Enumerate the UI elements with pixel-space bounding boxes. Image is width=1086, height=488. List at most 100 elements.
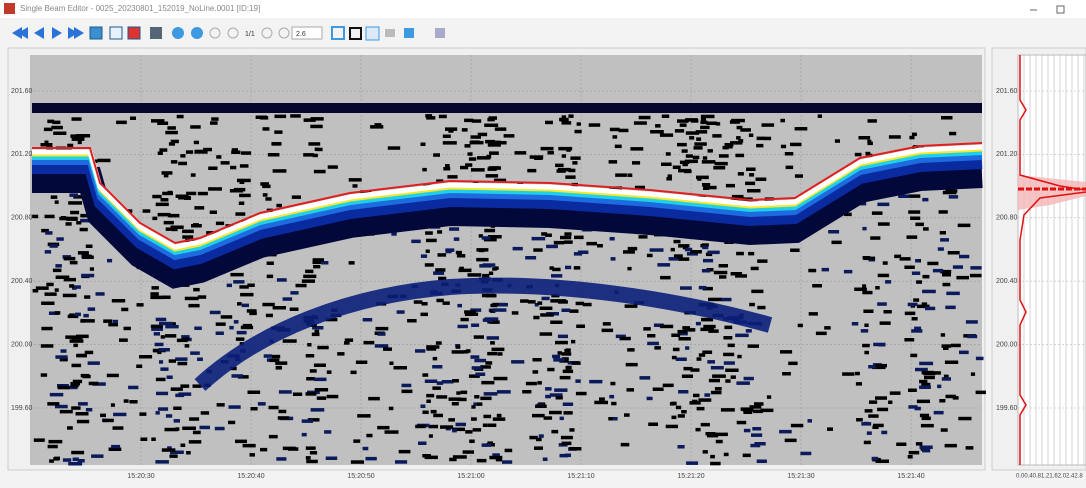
noise <box>260 447 268 452</box>
color-button[interactable] <box>127 26 141 40</box>
noise <box>276 203 282 208</box>
noise <box>156 391 169 396</box>
noise <box>714 387 722 391</box>
noise <box>678 257 690 261</box>
noise <box>696 137 702 141</box>
single-button[interactable] <box>109 26 123 40</box>
noise <box>665 152 671 156</box>
noise <box>268 434 278 439</box>
active-tool[interactable] <box>365 26 380 41</box>
zoom-out-button[interactable] <box>191 27 203 39</box>
edit-button[interactable] <box>89 26 103 40</box>
noise <box>672 347 680 352</box>
first-button[interactable] <box>12 27 22 39</box>
x-label: 15:21:00 <box>457 473 484 480</box>
noise <box>152 216 158 221</box>
page-next[interactable] <box>261 27 273 39</box>
noise <box>675 357 687 361</box>
noise <box>157 407 169 411</box>
noise <box>949 131 957 136</box>
noise <box>877 302 887 306</box>
tool-button[interactable] <box>404 28 414 38</box>
last-button[interactable] <box>68 27 78 39</box>
noise <box>165 227 175 231</box>
rect-button[interactable] <box>349 27 362 40</box>
noise <box>485 139 495 144</box>
noise <box>673 239 681 244</box>
noise <box>455 345 461 349</box>
noise <box>922 197 929 202</box>
noise <box>487 423 497 427</box>
noise <box>32 289 39 293</box>
save-button[interactable] <box>150 27 162 39</box>
noise <box>433 153 440 157</box>
noise <box>725 183 735 188</box>
noise <box>700 120 708 125</box>
noise <box>945 394 956 399</box>
noise <box>484 123 499 127</box>
noise <box>123 399 129 403</box>
page-first[interactable] <box>209 27 221 39</box>
maximize-button[interactable] <box>1056 5 1065 14</box>
prev-button[interactable] <box>34 27 44 39</box>
zoom-in-button[interactable] <box>172 27 184 39</box>
noise <box>712 374 726 378</box>
page-last[interactable] <box>278 27 290 39</box>
noise <box>157 151 163 155</box>
noise <box>756 459 767 463</box>
zoom-dropdown[interactable] <box>291 26 323 40</box>
noise <box>924 375 935 380</box>
page-prev[interactable] <box>227 27 239 39</box>
filter-button[interactable] <box>435 28 445 38</box>
noise <box>194 326 202 330</box>
noise <box>162 295 171 299</box>
noise <box>907 455 913 459</box>
noise <box>237 302 242 306</box>
noise <box>610 381 616 386</box>
noise <box>269 358 280 363</box>
noise <box>677 119 689 123</box>
noise <box>919 379 928 384</box>
noise <box>529 435 538 440</box>
noise <box>690 368 700 372</box>
noise <box>167 126 176 130</box>
noise <box>40 373 48 377</box>
noise <box>443 167 451 171</box>
noise <box>572 161 578 165</box>
noise <box>54 200 59 204</box>
noise <box>55 275 70 279</box>
noise <box>869 400 878 404</box>
noise <box>575 379 581 383</box>
noise <box>182 229 194 234</box>
noise <box>163 220 174 225</box>
noise <box>111 444 121 449</box>
next-button[interactable] <box>52 27 62 39</box>
noise <box>650 130 664 134</box>
noise <box>751 433 763 437</box>
noise <box>864 350 869 355</box>
noise <box>542 457 548 461</box>
noise <box>211 117 219 121</box>
noise <box>684 159 698 164</box>
noise <box>69 339 84 343</box>
noise <box>471 323 480 327</box>
noise <box>47 402 60 406</box>
noise <box>265 313 273 318</box>
noise <box>873 423 884 428</box>
noise <box>496 413 502 418</box>
noise <box>559 416 564 421</box>
noise <box>909 135 915 140</box>
noise <box>922 289 936 294</box>
noise <box>660 275 671 280</box>
noise <box>471 168 485 172</box>
undo-button[interactable] <box>385 29 395 37</box>
noise <box>71 137 85 141</box>
noise <box>85 408 93 412</box>
noise <box>476 248 489 252</box>
noise <box>473 402 478 406</box>
noise <box>165 324 179 329</box>
noise <box>555 163 564 168</box>
select-button[interactable] <box>331 26 345 40</box>
noise <box>161 448 176 452</box>
noise <box>474 358 487 363</box>
